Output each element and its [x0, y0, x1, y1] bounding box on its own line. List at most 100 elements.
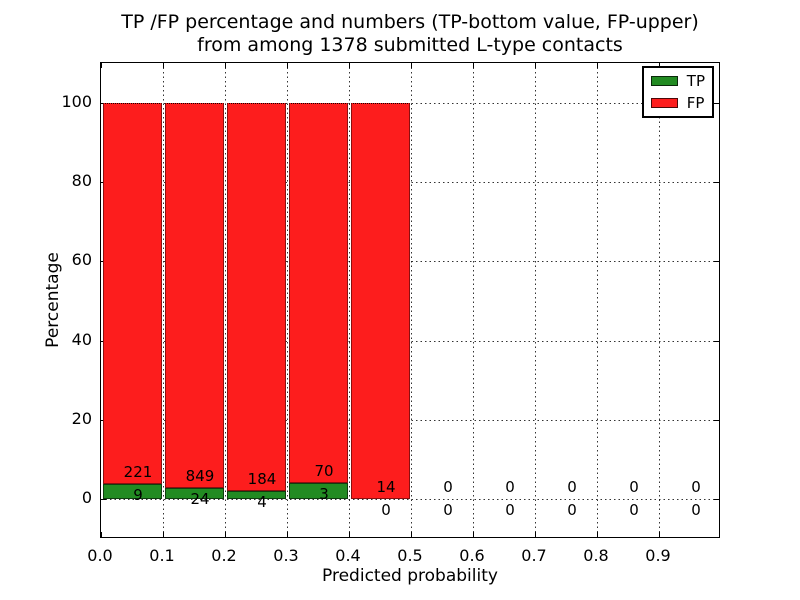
x-tick-label: 0.0	[87, 546, 113, 565]
tp-count-label: 3	[319, 485, 329, 504]
tp-count-label: 0	[505, 501, 515, 520]
fp-legend-swatch-icon	[650, 98, 678, 108]
x-tick-mark	[287, 532, 288, 537]
bar-tp-segment	[164, 488, 224, 500]
y-tick-mark-right	[714, 499, 719, 501]
x-tick-label: 0.5	[397, 546, 423, 565]
vertical-gridline	[287, 63, 288, 537]
y-tick-mark-right	[714, 182, 719, 183]
fp-count-label: 0	[629, 478, 639, 497]
tp-count-label: 24	[190, 490, 210, 509]
vertical-gridline	[659, 63, 660, 537]
horizontal-gridline	[101, 102, 719, 104]
tp-count-label: 9	[133, 485, 143, 504]
fp-count-label: 221	[123, 462, 153, 481]
bar-fp-segment	[288, 102, 348, 484]
bar-tp-segment	[102, 483, 162, 500]
horizontal-gridline	[101, 182, 719, 183]
tp-count-label: 0	[567, 501, 577, 520]
y-tick-mark	[101, 499, 106, 501]
fp-count-label: 849	[185, 467, 215, 486]
horizontal-gridline	[101, 261, 719, 263]
x-tick-mark-top	[287, 63, 288, 68]
vertical-gridline	[225, 63, 226, 537]
x-tick-mark	[473, 532, 474, 537]
vertical-gridline	[163, 63, 164, 537]
y-tick-label: 20	[71, 409, 92, 428]
x-tick-label: 0.9	[645, 546, 671, 565]
chart-title-line2: from among 1378 submitted L-type contact…	[197, 34, 623, 56]
x-tick-mark	[597, 532, 598, 537]
legend-item-tp: TP	[650, 72, 705, 90]
fp-count-label: 70	[314, 462, 334, 481]
y-tick-label: 60	[71, 250, 92, 270]
tp-count-label: 0	[381, 501, 391, 520]
legend-label-tp: TP	[686, 72, 705, 90]
fp-count-label: 0	[505, 478, 515, 497]
y-tick-label: 40	[71, 329, 92, 349]
x-tick-mark-top	[225, 63, 226, 68]
vertical-gridline	[349, 63, 350, 537]
tp-count-label: 0	[629, 501, 639, 520]
vertical-gridline	[535, 63, 536, 537]
x-tick-label: 0.2	[211, 546, 237, 565]
bar-fp-segment	[102, 102, 162, 484]
x-tick-mark-top	[101, 63, 102, 68]
tp-legend-swatch-icon	[650, 76, 678, 86]
x-tick-mark	[349, 532, 350, 537]
y-tick-mark-right	[714, 261, 719, 263]
fp-count-label: 0	[567, 478, 577, 497]
x-tick-mark-top	[411, 63, 412, 68]
y-tick-label: 100	[61, 91, 92, 111]
x-tick-label: 0.3	[273, 546, 299, 565]
fp-count-label: 0	[443, 478, 453, 497]
y-tick-mark-right	[714, 420, 719, 421]
tp-count-label: 4	[257, 492, 267, 511]
bar-fp-segment	[350, 102, 410, 500]
tp-count-label: 0	[691, 501, 701, 520]
tp-count-label: 0	[443, 501, 453, 520]
legend: TP FP	[641, 66, 714, 118]
bar-fp-segment	[164, 102, 224, 489]
horizontal-gridline	[101, 420, 719, 421]
y-tick-label: 80	[71, 171, 92, 190]
y-tick-mark-right	[714, 102, 719, 104]
x-tick-mark	[225, 532, 226, 537]
x-tick-mark-top	[659, 63, 660, 68]
bar-fp-segment	[226, 102, 286, 491]
x-tick-mark	[101, 532, 102, 537]
fp-count-label: 0	[691, 478, 701, 497]
vertical-gridline	[473, 63, 474, 537]
x-tick-label: 0.8	[583, 546, 609, 565]
x-tick-mark	[659, 532, 660, 537]
x-tick-mark-top	[349, 63, 350, 68]
x-tick-label: 0.7	[521, 546, 547, 565]
vertical-gridline	[411, 63, 412, 537]
fp-count-label: 14	[376, 478, 396, 497]
bar-tp-segment	[288, 483, 348, 500]
x-tick-mark	[163, 532, 164, 537]
horizontal-gridline	[101, 499, 719, 501]
y-tick-mark-right	[714, 340, 719, 342]
x-tick-label: 0.6	[459, 546, 485, 565]
vertical-gridline	[597, 63, 598, 537]
horizontal-gridline	[101, 340, 719, 342]
x-tick-mark	[411, 532, 412, 537]
legend-label-fp: FP	[686, 94, 705, 112]
chart-title-line1: TP /FP percentage and numbers (TP-bottom…	[121, 11, 699, 33]
plot-area: TP FP 221 9 849 24 184 4 70 3 14 0 0 0 0 0 0 0 0 0 0 0	[100, 62, 720, 538]
x-tick-mark-top	[163, 63, 164, 68]
x-tick-mark-top	[597, 63, 598, 68]
chart-title: TP /FP percentage and numbers (TP-bottom…	[100, 11, 720, 57]
x-axis-label: Predicted probability	[322, 566, 498, 586]
x-tick-mark-top	[535, 63, 536, 68]
x-tick-label: 0.1	[149, 546, 175, 565]
y-tick-label: 0	[81, 488, 92, 508]
legend-item-fp: FP	[650, 94, 705, 112]
bar-tp-segment	[226, 490, 286, 500]
x-tick-mark-top	[473, 63, 474, 68]
x-tick-label: 0.4	[335, 546, 361, 565]
fp-count-label: 184	[247, 469, 277, 488]
x-tick-mark	[535, 532, 536, 537]
